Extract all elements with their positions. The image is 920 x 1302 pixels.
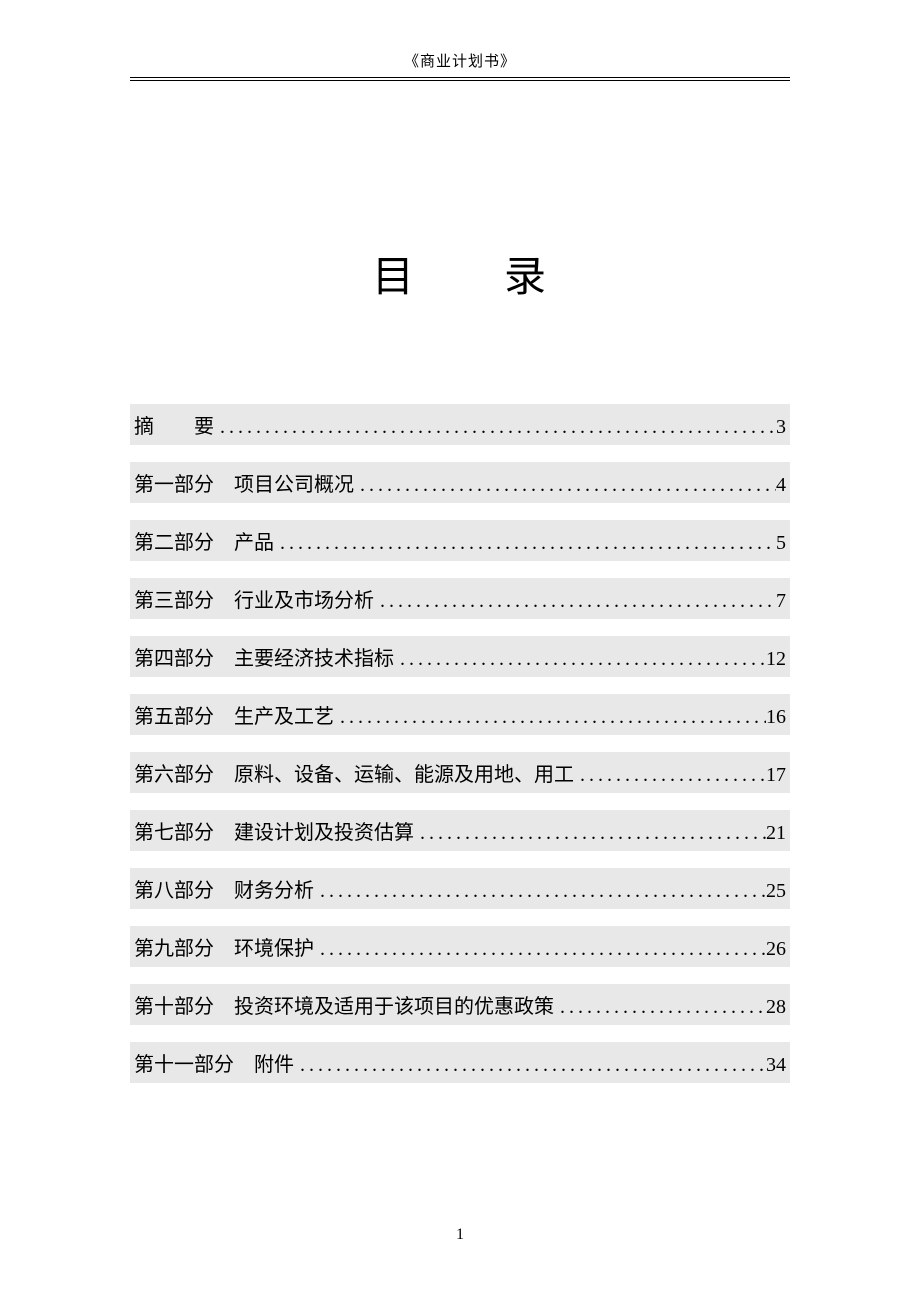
toc-entry: 第九部分 环境保护...............................… bbox=[130, 926, 790, 967]
toc-entry-label: 摘 要 bbox=[134, 410, 214, 439]
toc-entry: 第四部分 主要经济技术指标...........................… bbox=[130, 636, 790, 677]
toc-entry-page: 4 bbox=[776, 474, 786, 497]
toc-entry: 第十部分 投资环境及适用于该项目的优惠政策...................… bbox=[130, 984, 790, 1025]
toc-entry-page: 16 bbox=[766, 706, 786, 729]
toc-entry-leader: ........................................… bbox=[214, 416, 776, 439]
toc-entry-leader: ........................................… bbox=[314, 938, 766, 961]
toc-entry-label: 第七部分 建设计划及投资估算 bbox=[134, 816, 414, 845]
toc-entry: 第一部分 项目公司概况.............................… bbox=[130, 462, 790, 503]
toc-entry-label: 第五部分 生产及工艺 bbox=[134, 700, 334, 729]
toc-entry-page: 28 bbox=[766, 996, 786, 1019]
toc-entry-label: 第九部分 环境保护 bbox=[134, 932, 314, 961]
toc-entry-label: 第一部分 项目公司概况 bbox=[134, 468, 354, 497]
toc-entry-leader: ........................................… bbox=[554, 996, 766, 1019]
toc-entry-page: 3 bbox=[776, 416, 786, 439]
toc-entry-label: 第三部分 行业及市场分析 bbox=[134, 584, 374, 613]
toc-entry-page: 21 bbox=[766, 822, 786, 845]
toc-entry-leader: ........................................… bbox=[334, 706, 766, 729]
toc-entry-leader: ........................................… bbox=[414, 822, 766, 845]
toc-entry-page: 7 bbox=[776, 590, 786, 613]
toc-entry: 摘 要.....................................… bbox=[130, 404, 790, 445]
toc-title: 目 录 bbox=[130, 243, 790, 304]
page-header: 《商业计划书》 bbox=[130, 50, 790, 78]
toc-entry-label: 第四部分 主要经济技术指标 bbox=[134, 642, 394, 671]
header-title: 《商业计划书》 bbox=[404, 54, 516, 70]
toc-entry: 第七部分 建设计划及投资估算..........................… bbox=[130, 810, 790, 851]
toc-entry-label: 第十部分 投资环境及适用于该项目的优惠政策 bbox=[134, 990, 554, 1019]
toc-entry: 第八部分 财务分析...............................… bbox=[130, 868, 790, 909]
toc-entry-label: 第六部分 原料、设备、运输、能源及用地、用工 bbox=[134, 758, 574, 787]
toc-entry-leader: ........................................… bbox=[394, 648, 766, 671]
toc-entry-leader: ........................................… bbox=[354, 474, 776, 497]
toc-entry-page: 26 bbox=[766, 938, 786, 961]
toc-entry-leader: ........................................… bbox=[274, 532, 776, 555]
toc-entry-label: 第八部分 财务分析 bbox=[134, 874, 314, 903]
toc-entry-page: 34 bbox=[766, 1054, 786, 1077]
toc-entry-leader: ........................................… bbox=[374, 590, 776, 613]
toc-entry-label: 第十一部分 附件 bbox=[134, 1048, 294, 1077]
toc-entry-page: 12 bbox=[766, 648, 786, 671]
toc-entry: 第六部分 原料、设备、运输、能源及用地、用工..................… bbox=[130, 752, 790, 793]
toc-entry-page: 17 bbox=[766, 764, 786, 787]
toc-entry: 第十一部分 附件................................… bbox=[130, 1042, 790, 1083]
toc-entry: 第五部分 生产及工艺..............................… bbox=[130, 694, 790, 735]
toc-entry-leader: ........................................… bbox=[574, 764, 766, 787]
toc-entry: 第三部分 行业及市场分析............................… bbox=[130, 578, 790, 619]
document-page: 《商业计划书》 目 录 摘 要.........................… bbox=[0, 0, 920, 1302]
toc-entry-leader: ........................................… bbox=[294, 1054, 766, 1077]
toc-entry-page: 25 bbox=[766, 880, 786, 903]
toc-entry-page: 5 bbox=[776, 532, 786, 555]
toc-entry-leader: ........................................… bbox=[314, 880, 766, 903]
toc-entry-label: 第二部分 产品 bbox=[134, 526, 274, 555]
table-of-contents: 摘 要.....................................… bbox=[130, 404, 790, 1083]
page-number: 1 bbox=[0, 1226, 920, 1244]
toc-entry: 第二部分 产品.................................… bbox=[130, 520, 790, 561]
